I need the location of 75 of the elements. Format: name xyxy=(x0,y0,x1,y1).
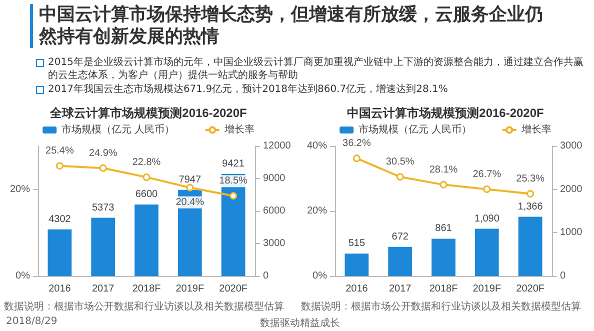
x-tick-label: 2017 xyxy=(92,284,115,294)
data-label: 22.8% xyxy=(132,156,161,168)
y2-tick-label: 1000 xyxy=(560,227,583,238)
data-label: 672 xyxy=(392,231,409,242)
data-label: 6600 xyxy=(135,189,158,200)
data-label: 1,090 xyxy=(474,213,500,224)
text: 数据说明：根据市场公开数据和行业访谈以及相关数据模型估算 xyxy=(301,300,581,312)
point xyxy=(526,190,534,198)
data-label: 9421 xyxy=(222,158,245,170)
point xyxy=(56,162,64,170)
data-label: 1,366 xyxy=(518,201,544,212)
legend-label: 增长率 xyxy=(223,124,254,136)
text: 2018/8/29 xyxy=(6,316,58,327)
bar xyxy=(134,204,158,276)
bar xyxy=(388,246,412,276)
bar xyxy=(518,216,542,276)
y2-tick-label: 9000 xyxy=(263,173,286,184)
x-tick-label: 2020F xyxy=(516,284,544,294)
data-label: 26.7% xyxy=(472,168,502,180)
data-label: 28.1% xyxy=(429,164,458,176)
bar xyxy=(432,238,456,276)
y-tick-label: 20% xyxy=(306,206,328,216)
text: 中国云计算市场保持增长态势，但增速有所放缓，云服务企业仍然持有创新发展的热情 xyxy=(30,4,559,48)
data-label: 30.5% xyxy=(386,156,414,168)
x-tick-label: 2019F xyxy=(472,284,502,294)
y2-tick-label: 0 xyxy=(560,270,566,282)
point xyxy=(483,185,491,193)
text: 2015年是企业级云计算市场的元年，中国企业级云计算厂商更加重视产业链中上下游的资源整合能力，通过建立合作共赢的云生态体系，为客户（用户）提供一站式的服务与帮助 xyxy=(47,56,584,82)
x-tick-label: 2018F xyxy=(132,284,161,294)
y2-tick-label: 3000 xyxy=(263,238,286,249)
data-label: 4302 xyxy=(48,214,72,225)
chart-title: 中国云计算市场规模预测2016-2020F xyxy=(347,106,544,120)
x-tick-label: 2019F xyxy=(176,284,204,294)
bar xyxy=(474,228,499,276)
y2-tick-label: 6000 xyxy=(263,206,286,216)
bar xyxy=(48,229,72,276)
y2-tick-label: 2000 xyxy=(560,184,583,195)
data-label: 5373 xyxy=(92,202,115,214)
x-tick-label: 2016 xyxy=(346,284,368,294)
x-tick-label: 2018F xyxy=(429,284,458,294)
point xyxy=(230,192,238,200)
y-tick-label: 0% xyxy=(16,270,30,282)
text: 2017年我国云生态市场规模达671.9亿元，预计2018年达到860.7亿元，增速达到28.1% xyxy=(47,83,449,96)
text: 数据驱动精益成长 xyxy=(260,316,340,330)
text: 数据说明：根据市场公开数据和行业访谈以及相关数据模型估算 xyxy=(4,300,284,312)
y-tick-label: 0% xyxy=(312,270,328,282)
point xyxy=(142,173,150,181)
point xyxy=(352,154,360,162)
data-label: 20.4% xyxy=(176,196,204,208)
legend-label: 增长率 xyxy=(520,124,552,136)
bar xyxy=(91,218,116,276)
data-label: 515 xyxy=(348,238,366,250)
data-label: 36.2% xyxy=(342,138,371,150)
data-label: 861 xyxy=(435,223,452,234)
x-tick-label: 2020F xyxy=(219,284,248,294)
data-label: 25.3% xyxy=(516,174,545,185)
legend-label: 市场规模（亿元 人民币） xyxy=(62,124,174,136)
point xyxy=(99,164,107,172)
data-label: 24.9% xyxy=(88,148,118,159)
point xyxy=(440,180,448,188)
y-tick-label: 20% xyxy=(10,184,30,195)
y2-tick-label: 12000 xyxy=(263,140,292,152)
y-tick-label: 40% xyxy=(306,140,328,152)
legend-label: 市场规模（亿元 人民币） xyxy=(358,124,472,136)
point xyxy=(396,173,404,181)
point xyxy=(186,184,194,192)
data-label: 18.5% xyxy=(219,176,248,187)
x-tick-label: 2017 xyxy=(388,284,412,294)
chart-title: 全球云计算市场规模预测2016-2020F xyxy=(49,106,247,120)
bar xyxy=(344,254,369,276)
y2-tick-label: 0 xyxy=(263,270,269,282)
data-label: 25.4% xyxy=(46,146,74,157)
data-label: 7947 xyxy=(178,174,202,186)
y2-tick-label: 3000 xyxy=(560,140,583,152)
x-tick-label: 2016 xyxy=(48,284,72,294)
